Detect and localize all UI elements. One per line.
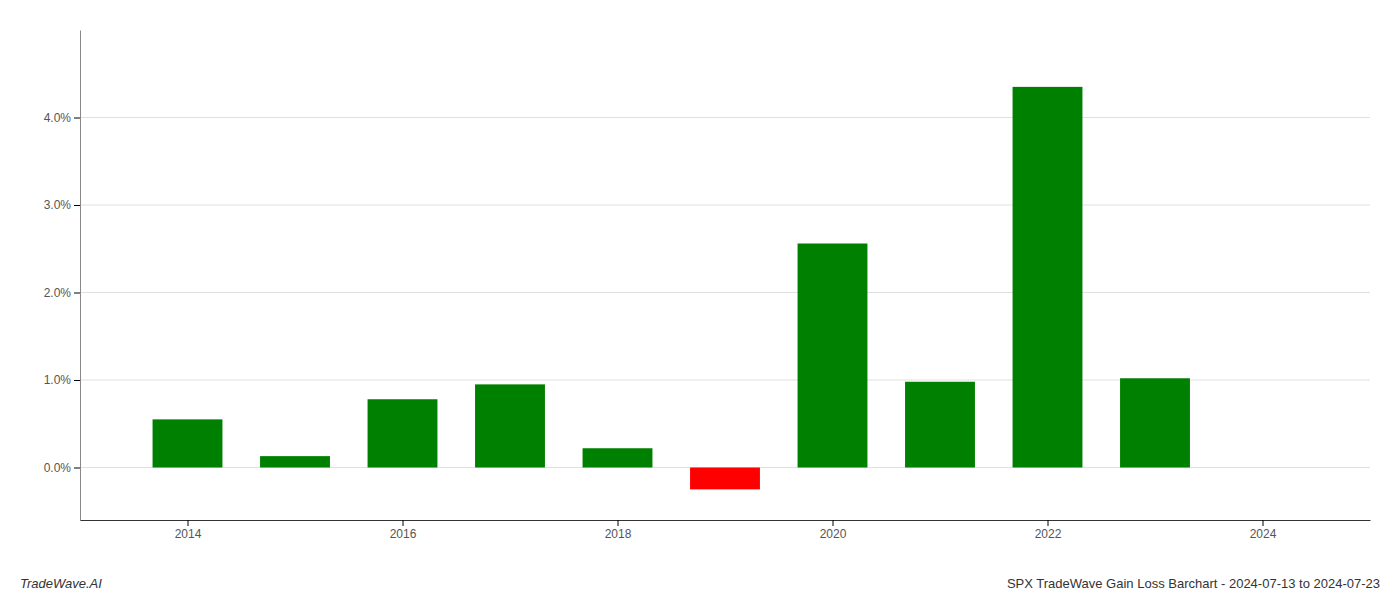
y-tick-mark [74,118,80,119]
x-tick-mark [618,520,619,526]
x-axis-line [81,520,1371,521]
y-tick-mark [74,380,80,381]
y-axis: 0.0% 1.0% 2.0% 3.0% 4.0% [44,31,81,521]
bar [368,399,438,467]
annotation: TradeWave.AI [20,576,102,591]
chart: 0.0% 1.0% 2.0% 3.0% 4.0% 2014 2016 2018 2020 2022… [0,0,1400,600]
y-tick-label: 2.0% [44,286,72,300]
y-tick-label: 4.0% [44,111,72,125]
x-tick-label: 2018 [605,527,632,541]
y-tick-label: 1.0% [44,373,72,387]
y-tick: 4.0% [44,111,80,125]
y-tick-mark [74,468,80,469]
y-tick: 2.0% [44,286,80,300]
title: SPX TradeWave Gain Loss Barchart - 2024-… [1007,576,1380,591]
x-tick: 2018 [605,520,632,541]
x-tick: 2024 [1250,520,1277,541]
x-tick: 2020 [820,520,847,541]
grid-line [80,117,1370,118]
bar [260,456,330,467]
plot: 0.0% 1.0% 2.0% 3.0% 4.0% 2014 2016 2018 2020 2022… [44,31,1371,541]
x-tick-mark [403,520,404,526]
bars [153,87,1190,490]
y-tick-label: 0.0% [44,461,72,475]
x-tick-label: 2024 [1250,527,1277,541]
x-tick-label: 2022 [1035,527,1062,541]
y-tick: 1.0% [44,373,80,387]
y-tick: 3.0% [44,198,80,212]
bar [798,244,868,468]
bar [905,382,975,468]
y-tick-label: 3.0% [44,198,72,212]
grid [80,118,1370,468]
x-tick-label: 2016 [390,527,417,541]
bar [153,419,223,467]
bar [1120,378,1190,467]
x-tick-mark [1263,520,1264,526]
x-tick-mark [188,520,189,526]
x-axis: 2014 2016 2018 2020 2022 2024 [81,520,1371,541]
x-tick: 2014 [175,520,202,541]
bar [475,384,545,467]
y-tick-mark [74,205,80,206]
bar [690,468,760,490]
bar [1013,87,1083,468]
x-tick: 2016 [390,520,417,541]
grid-line [80,292,1370,293]
x-tick-mark [833,520,834,526]
x-tick-mark [1048,520,1049,526]
y-tick: 0.0% [44,461,80,475]
grid-line [80,205,1370,206]
x-tick-label: 2014 [175,527,202,541]
y-axis-line [80,31,81,521]
y-tick-mark [74,293,80,294]
x-tick-label: 2020 [820,527,847,541]
x-tick: 2022 [1035,520,1062,541]
bar [583,448,653,467]
